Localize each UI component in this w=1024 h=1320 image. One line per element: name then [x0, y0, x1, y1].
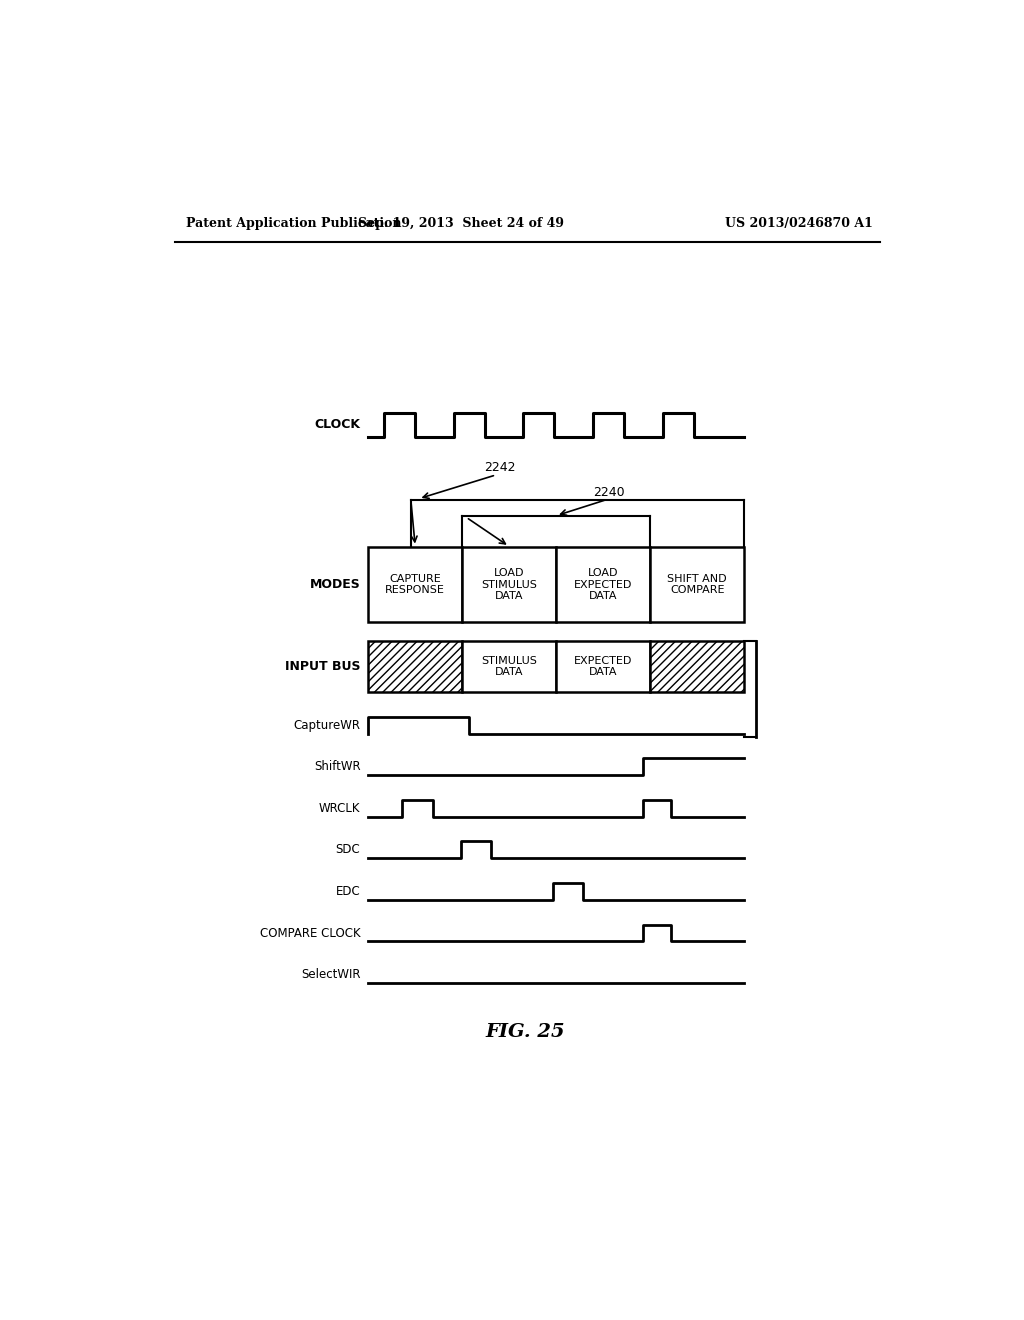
Text: CLOCK: CLOCK — [314, 418, 360, 432]
Bar — [462, 642, 556, 692]
Text: SDC: SDC — [336, 843, 360, 857]
Text: LOAD
EXPECTED
DATA: LOAD EXPECTED DATA — [574, 568, 633, 601]
Bar — [462, 548, 556, 622]
Text: Sep. 19, 2013  Sheet 24 of 49: Sep. 19, 2013 Sheet 24 of 49 — [358, 216, 564, 230]
Text: STIMULUS
DATA: STIMULUS DATA — [481, 656, 538, 677]
Text: ShiftWR: ShiftWR — [314, 760, 360, 774]
Text: SelectWIR: SelectWIR — [301, 968, 360, 981]
Text: 2240: 2240 — [593, 486, 625, 499]
Text: 2242: 2242 — [484, 461, 516, 474]
Text: LOAD
STIMULUS
DATA: LOAD STIMULUS DATA — [481, 568, 538, 601]
Bar — [369, 548, 462, 622]
Text: WRCLK: WRCLK — [319, 801, 360, 814]
Text: Patent Application Publication: Patent Application Publication — [186, 216, 401, 230]
Text: COMPARE CLOCK: COMPARE CLOCK — [260, 927, 360, 940]
Text: EXPECTED
DATA: EXPECTED DATA — [574, 656, 633, 677]
Text: CAPTURE
RESPONSE: CAPTURE RESPONSE — [385, 574, 445, 595]
Text: MODES: MODES — [309, 578, 360, 591]
Bar — [369, 642, 462, 692]
Text: EDC: EDC — [336, 884, 360, 898]
Text: US 2013/0246870 A1: US 2013/0246870 A1 — [725, 216, 872, 230]
Text: INPUT BUS: INPUT BUS — [285, 660, 360, 673]
Bar — [556, 642, 650, 692]
Bar — [650, 548, 744, 622]
Text: CaptureWR: CaptureWR — [294, 719, 360, 733]
Bar — [556, 548, 650, 622]
Text: SHIFT AND
COMPARE: SHIFT AND COMPARE — [668, 574, 727, 595]
Text: FIG. 25: FIG. 25 — [485, 1023, 564, 1041]
Bar — [650, 642, 744, 692]
